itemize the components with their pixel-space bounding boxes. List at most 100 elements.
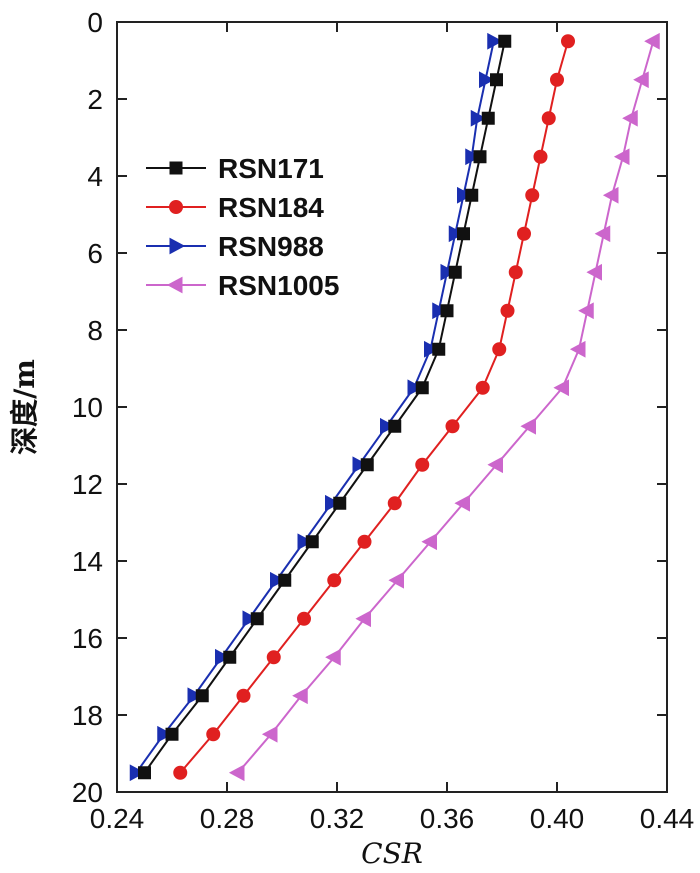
y-tick-label: 14 [72, 546, 103, 577]
data-point [500, 303, 515, 318]
data-point [228, 764, 245, 782]
series-rsn184 [173, 34, 575, 780]
data-point [533, 149, 548, 164]
data-point [578, 302, 594, 320]
data-point [602, 186, 619, 204]
data-point [525, 188, 540, 203]
axis-ticks: 0.24 0.28 0.32 0.36 0.40 0.44 0 2 4 6 8 10 12 14 16 18 2… [72, 7, 694, 834]
y-tick-label: 16 [72, 623, 103, 654]
legend-marker [169, 237, 186, 255]
data-point [250, 612, 264, 626]
data-point [490, 73, 503, 87]
data-point [479, 71, 495, 89]
legend-item: RSN184 [146, 192, 324, 223]
legend-marker [166, 276, 183, 294]
data-point [325, 648, 341, 666]
data-point [440, 304, 454, 318]
legend-item: RSN171 [146, 153, 324, 184]
data-point [465, 148, 481, 166]
x-tick-label: 0.24 [90, 803, 145, 834]
data-point [333, 496, 347, 510]
data-point [432, 302, 448, 320]
data-point [129, 764, 146, 782]
data-point [305, 535, 319, 549]
data-point [594, 225, 611, 243]
data-point [388, 571, 404, 589]
legend-label: RSN988 [218, 231, 324, 262]
data-point [242, 610, 259, 628]
series-rsn988 [129, 32, 503, 782]
data-point [561, 34, 575, 49]
y-tick-label: 12 [72, 469, 103, 500]
data-point [407, 379, 424, 397]
data-point [473, 150, 487, 164]
data-point [352, 456, 369, 474]
data-point [157, 725, 173, 743]
x-tick-label: 0.40 [530, 803, 585, 834]
data-point [481, 111, 495, 125]
data-point [297, 611, 311, 626]
legend-item: RSN988 [146, 231, 324, 262]
data-point [355, 610, 371, 628]
data-point [487, 32, 503, 50]
data-point [292, 687, 308, 705]
data-point [223, 650, 237, 664]
y-axis-title: 深度/m [8, 359, 41, 455]
data-point [357, 534, 372, 549]
data-point [415, 381, 429, 395]
legend-label: RSN184 [218, 192, 324, 223]
data-point [297, 533, 314, 551]
x-tick-label: 0.36 [420, 803, 475, 834]
data-point [261, 725, 278, 743]
data-point [517, 226, 531, 241]
data-point [440, 263, 457, 281]
data-point [195, 689, 209, 703]
data-point [498, 34, 512, 48]
data-point [644, 32, 660, 50]
data-point [278, 573, 292, 587]
y-tick-label: 4 [87, 161, 103, 192]
data-point [550, 72, 564, 87]
data-point [388, 419, 402, 433]
legend-label: RSN1005 [218, 270, 339, 301]
data-point [487, 456, 503, 474]
data-point [541, 111, 556, 126]
data-point [633, 71, 649, 89]
data-point [454, 494, 470, 512]
legend-marker [169, 161, 183, 175]
series-line [143, 41, 506, 774]
y-tick-label: 2 [87, 84, 103, 115]
y-tick-label: 8 [87, 315, 103, 346]
data-point [187, 687, 204, 705]
series-layer [129, 32, 660, 782]
data-point [421, 533, 437, 551]
data-point [520, 417, 536, 435]
data-point [415, 457, 430, 472]
data-point [270, 571, 286, 589]
data-point [380, 417, 396, 435]
x-axis-title: CSR [361, 837, 423, 870]
series-line [237, 40, 655, 774]
y-tick-label: 18 [72, 700, 103, 731]
data-point [445, 419, 460, 434]
data-point [173, 765, 188, 780]
data-point [613, 148, 630, 166]
data-point [569, 340, 586, 358]
series-rsn171 [138, 34, 512, 780]
data-point [457, 227, 470, 241]
series-line [179, 40, 569, 774]
data-point [432, 342, 446, 356]
series-rsn1005 [228, 32, 660, 782]
data-point [553, 379, 569, 397]
data-point [325, 494, 341, 512]
legend: RSN171 RSN184 RSN988 RSN1005 [146, 153, 339, 301]
data-point [236, 688, 251, 703]
data-point [138, 766, 151, 780]
data-point [508, 265, 523, 280]
data-point [165, 727, 179, 741]
y-tick-label: 0 [87, 7, 103, 38]
legend-marker [169, 200, 183, 214]
y-tick-label: 6 [87, 238, 103, 269]
data-point [465, 188, 479, 202]
